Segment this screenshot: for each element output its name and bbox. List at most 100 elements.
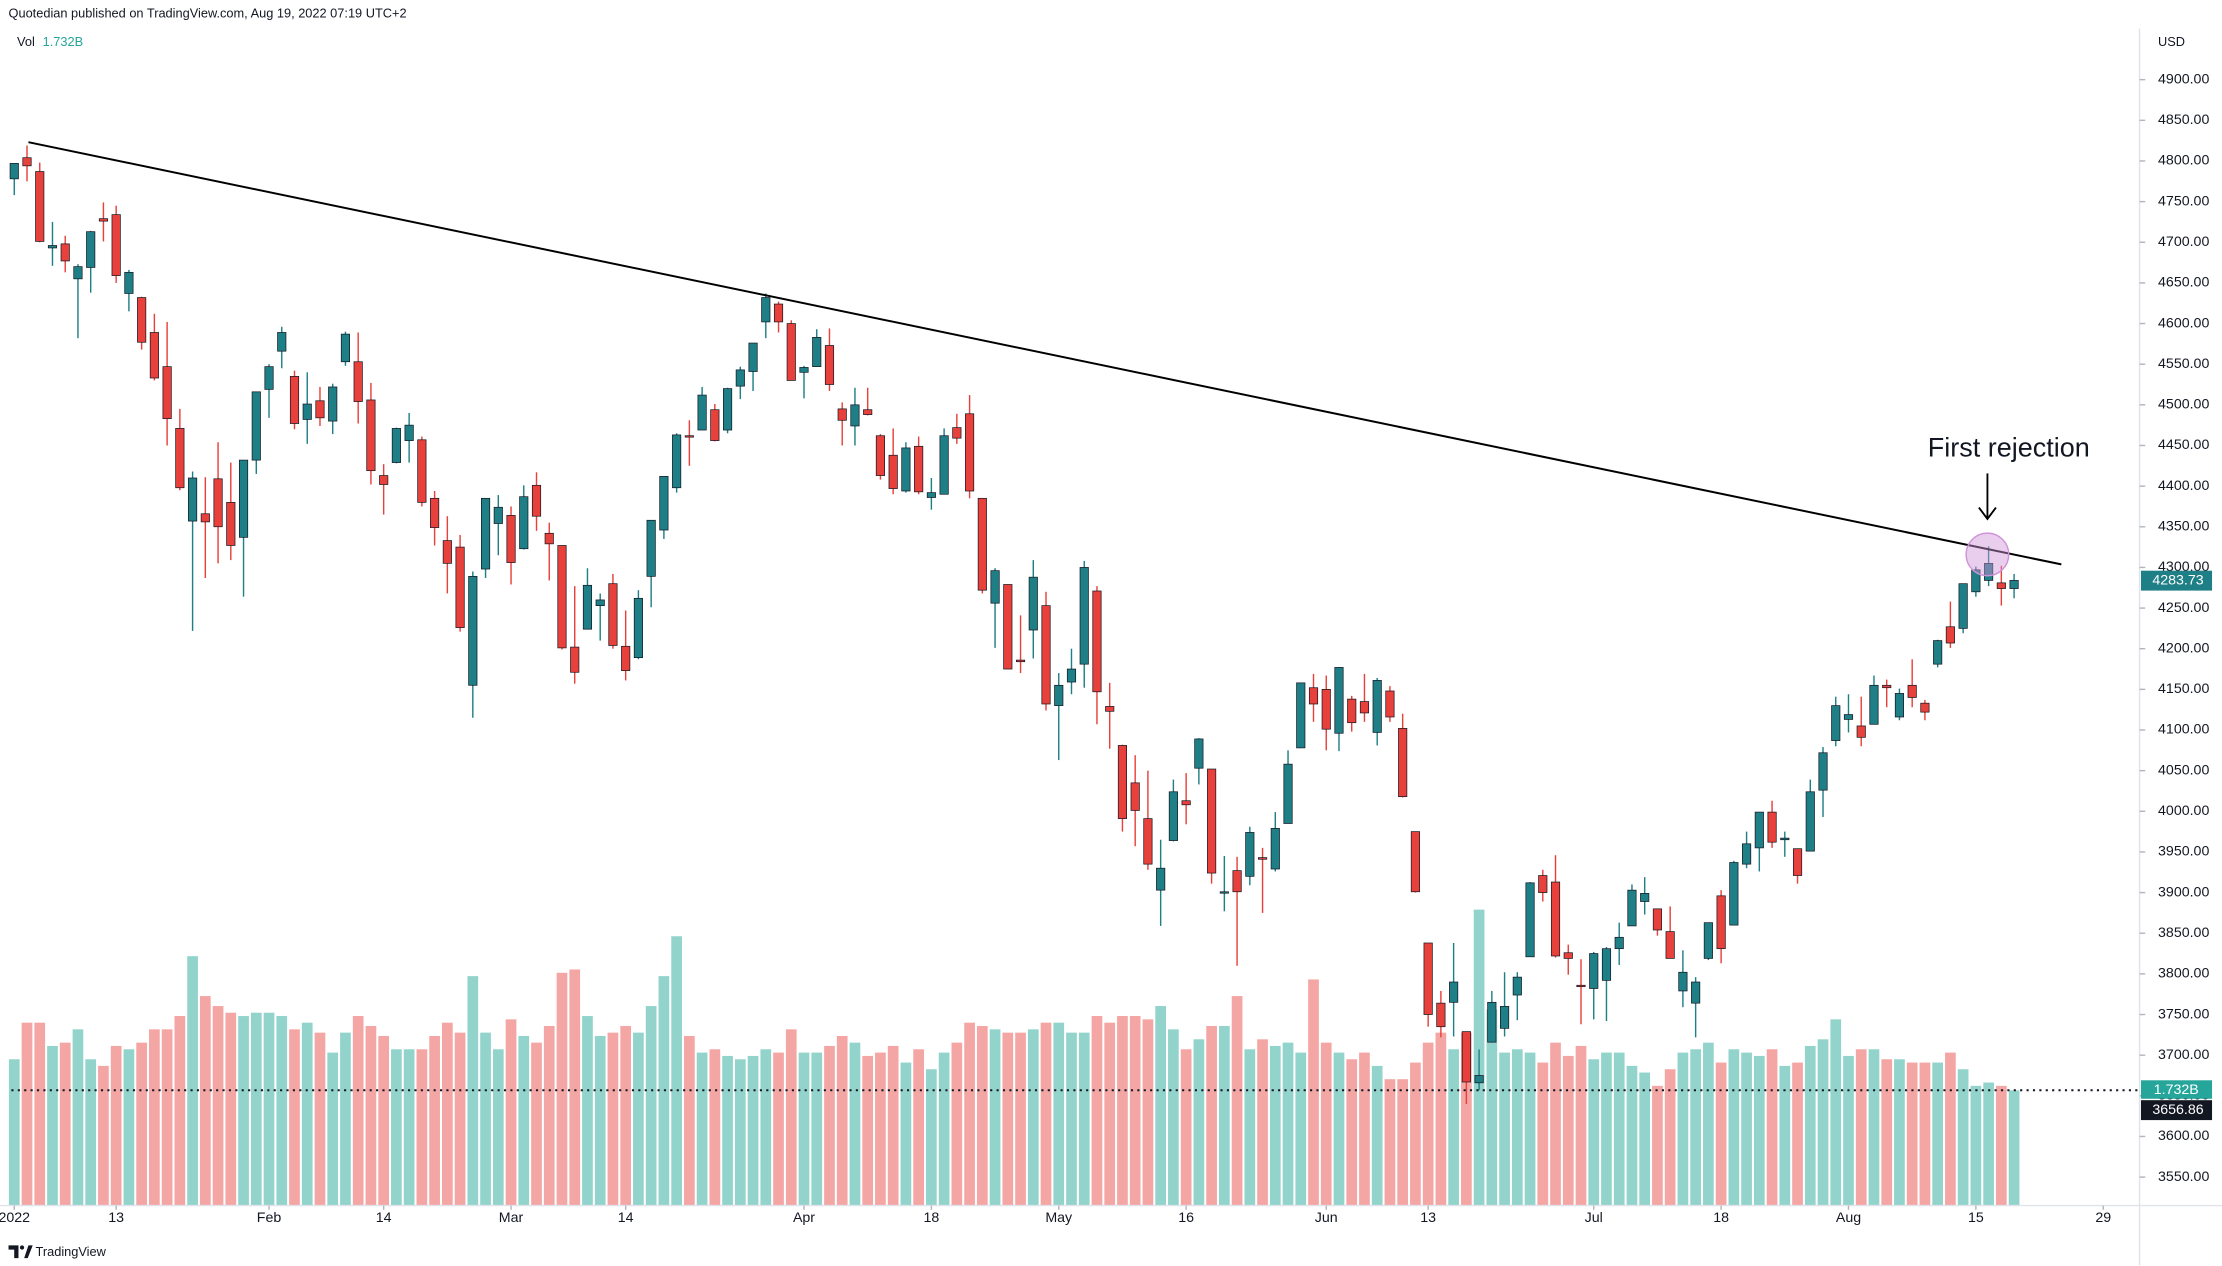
candle-body — [1181, 800, 1191, 806]
candle-body — [1143, 818, 1153, 865]
y-tick-label: 4650.00 — [2158, 275, 2209, 291]
candle-body — [1780, 837, 1790, 841]
candle-body — [1449, 981, 1459, 1003]
candle-body — [1270, 828, 1280, 870]
candle-body — [366, 399, 376, 472]
candle-body — [60, 243, 70, 262]
volume-bar — [1804, 1045, 1816, 1206]
candle-body — [2009, 580, 2019, 589]
volume-bar — [174, 1016, 186, 1206]
candle-body — [595, 599, 605, 606]
candle-body — [531, 484, 542, 517]
volume-bar — [416, 1049, 428, 1206]
candle-body — [1066, 668, 1077, 683]
volume-bar — [849, 1042, 861, 1206]
y-tick-label: 4400.00 — [2158, 478, 2209, 494]
y-tick-label: 3750.00 — [2158, 1006, 2209, 1022]
candle-body — [926, 492, 936, 498]
candle-body — [1372, 680, 1382, 733]
volume-bar — [327, 1052, 339, 1206]
candle-body — [1359, 701, 1370, 714]
volume-bar — [1168, 1029, 1179, 1206]
volume-bar — [199, 996, 211, 1206]
volume-bar — [1053, 1022, 1065, 1206]
candle-body — [315, 400, 325, 419]
volume-bar — [1180, 1049, 1192, 1206]
volume-bar — [594, 1035, 606, 1206]
candle-body — [1219, 891, 1229, 894]
volume-bar — [378, 1035, 390, 1206]
volume-bar — [645, 1006, 657, 1206]
candle-body — [226, 502, 236, 546]
candle-body — [111, 214, 121, 276]
volume-bar — [1435, 1032, 1447, 1206]
y-tick-label: 4500.00 — [2158, 397, 2209, 413]
volume-layer — [8, 909, 2020, 1206]
candle-body — [1869, 684, 1879, 725]
candle-body — [608, 583, 618, 646]
volume-bar — [1843, 1055, 1854, 1206]
volume-bar — [1218, 1026, 1230, 1206]
candle-body — [149, 332, 159, 379]
volume-bar — [85, 1059, 97, 1206]
volume-bar — [429, 1035, 440, 1206]
y-tick-label: 4700.00 — [2158, 234, 2209, 250]
volume-bar — [976, 1026, 988, 1206]
volume-bar — [161, 1029, 173, 1206]
volume-bar — [480, 1032, 491, 1206]
candle-body — [773, 303, 784, 323]
x-tick-label: Jun — [1315, 1210, 1338, 1226]
candle-body — [621, 645, 631, 672]
candle-body — [1691, 981, 1701, 1004]
candle-body — [1640, 893, 1650, 902]
candle-body — [379, 475, 389, 485]
volume-bar — [633, 1032, 644, 1206]
volume-bar — [505, 1019, 517, 1206]
last-price-box — [2140, 570, 2213, 591]
candle-body — [73, 266, 83, 280]
volume-bar — [1779, 1065, 1791, 1206]
volume-bar — [1410, 1062, 1421, 1206]
candle-body — [1130, 782, 1140, 811]
candle-body — [1589, 953, 1599, 989]
price-level-tag-box — [2140, 1100, 2213, 1121]
volume-bar — [900, 1062, 912, 1206]
x-tick-label: 15 — [1968, 1210, 1984, 1226]
candle-body — [1882, 684, 1892, 689]
candle-body — [264, 366, 274, 390]
volume-bar — [1715, 1062, 1727, 1206]
volume-bar — [1575, 1045, 1587, 1206]
candle-body — [888, 454, 898, 489]
volume-bar — [607, 1032, 619, 1206]
volume-bar — [1206, 1026, 1217, 1206]
volume-bar — [314, 1032, 326, 1206]
candle-body — [659, 476, 669, 531]
y-tick-label: 4600.00 — [2158, 315, 2209, 331]
candle-body — [188, 477, 198, 522]
candle-body — [914, 445, 924, 493]
volume-bar — [926, 1069, 937, 1206]
candle-body — [1207, 768, 1217, 874]
volume-bar — [1320, 1042, 1332, 1206]
volume-bar — [454, 1032, 466, 1206]
candle-body — [952, 427, 962, 439]
candle-body — [1283, 763, 1293, 824]
volume-bar — [34, 1022, 46, 1206]
volume-bar — [1002, 1032, 1014, 1206]
y-tick-label: 3800.00 — [2158, 966, 2209, 982]
x-tick-label: 14 — [618, 1210, 634, 1226]
candle-body — [1729, 862, 1739, 926]
candle-body — [1334, 667, 1344, 734]
candle-body — [646, 519, 656, 577]
candle-body — [47, 245, 58, 249]
volume-bar — [1524, 1052, 1536, 1206]
volume-bar — [1231, 996, 1243, 1206]
volume-bar — [1333, 1052, 1345, 1206]
candle-body — [1627, 889, 1637, 927]
volume-bar — [391, 1049, 402, 1206]
candle-body — [162, 366, 172, 420]
candle-body — [1907, 684, 1917, 698]
volume-bar — [1244, 1049, 1256, 1206]
y-tick-label: 4800.00 — [2158, 153, 2209, 169]
y-tick-label: 4350.00 — [2158, 519, 2209, 535]
